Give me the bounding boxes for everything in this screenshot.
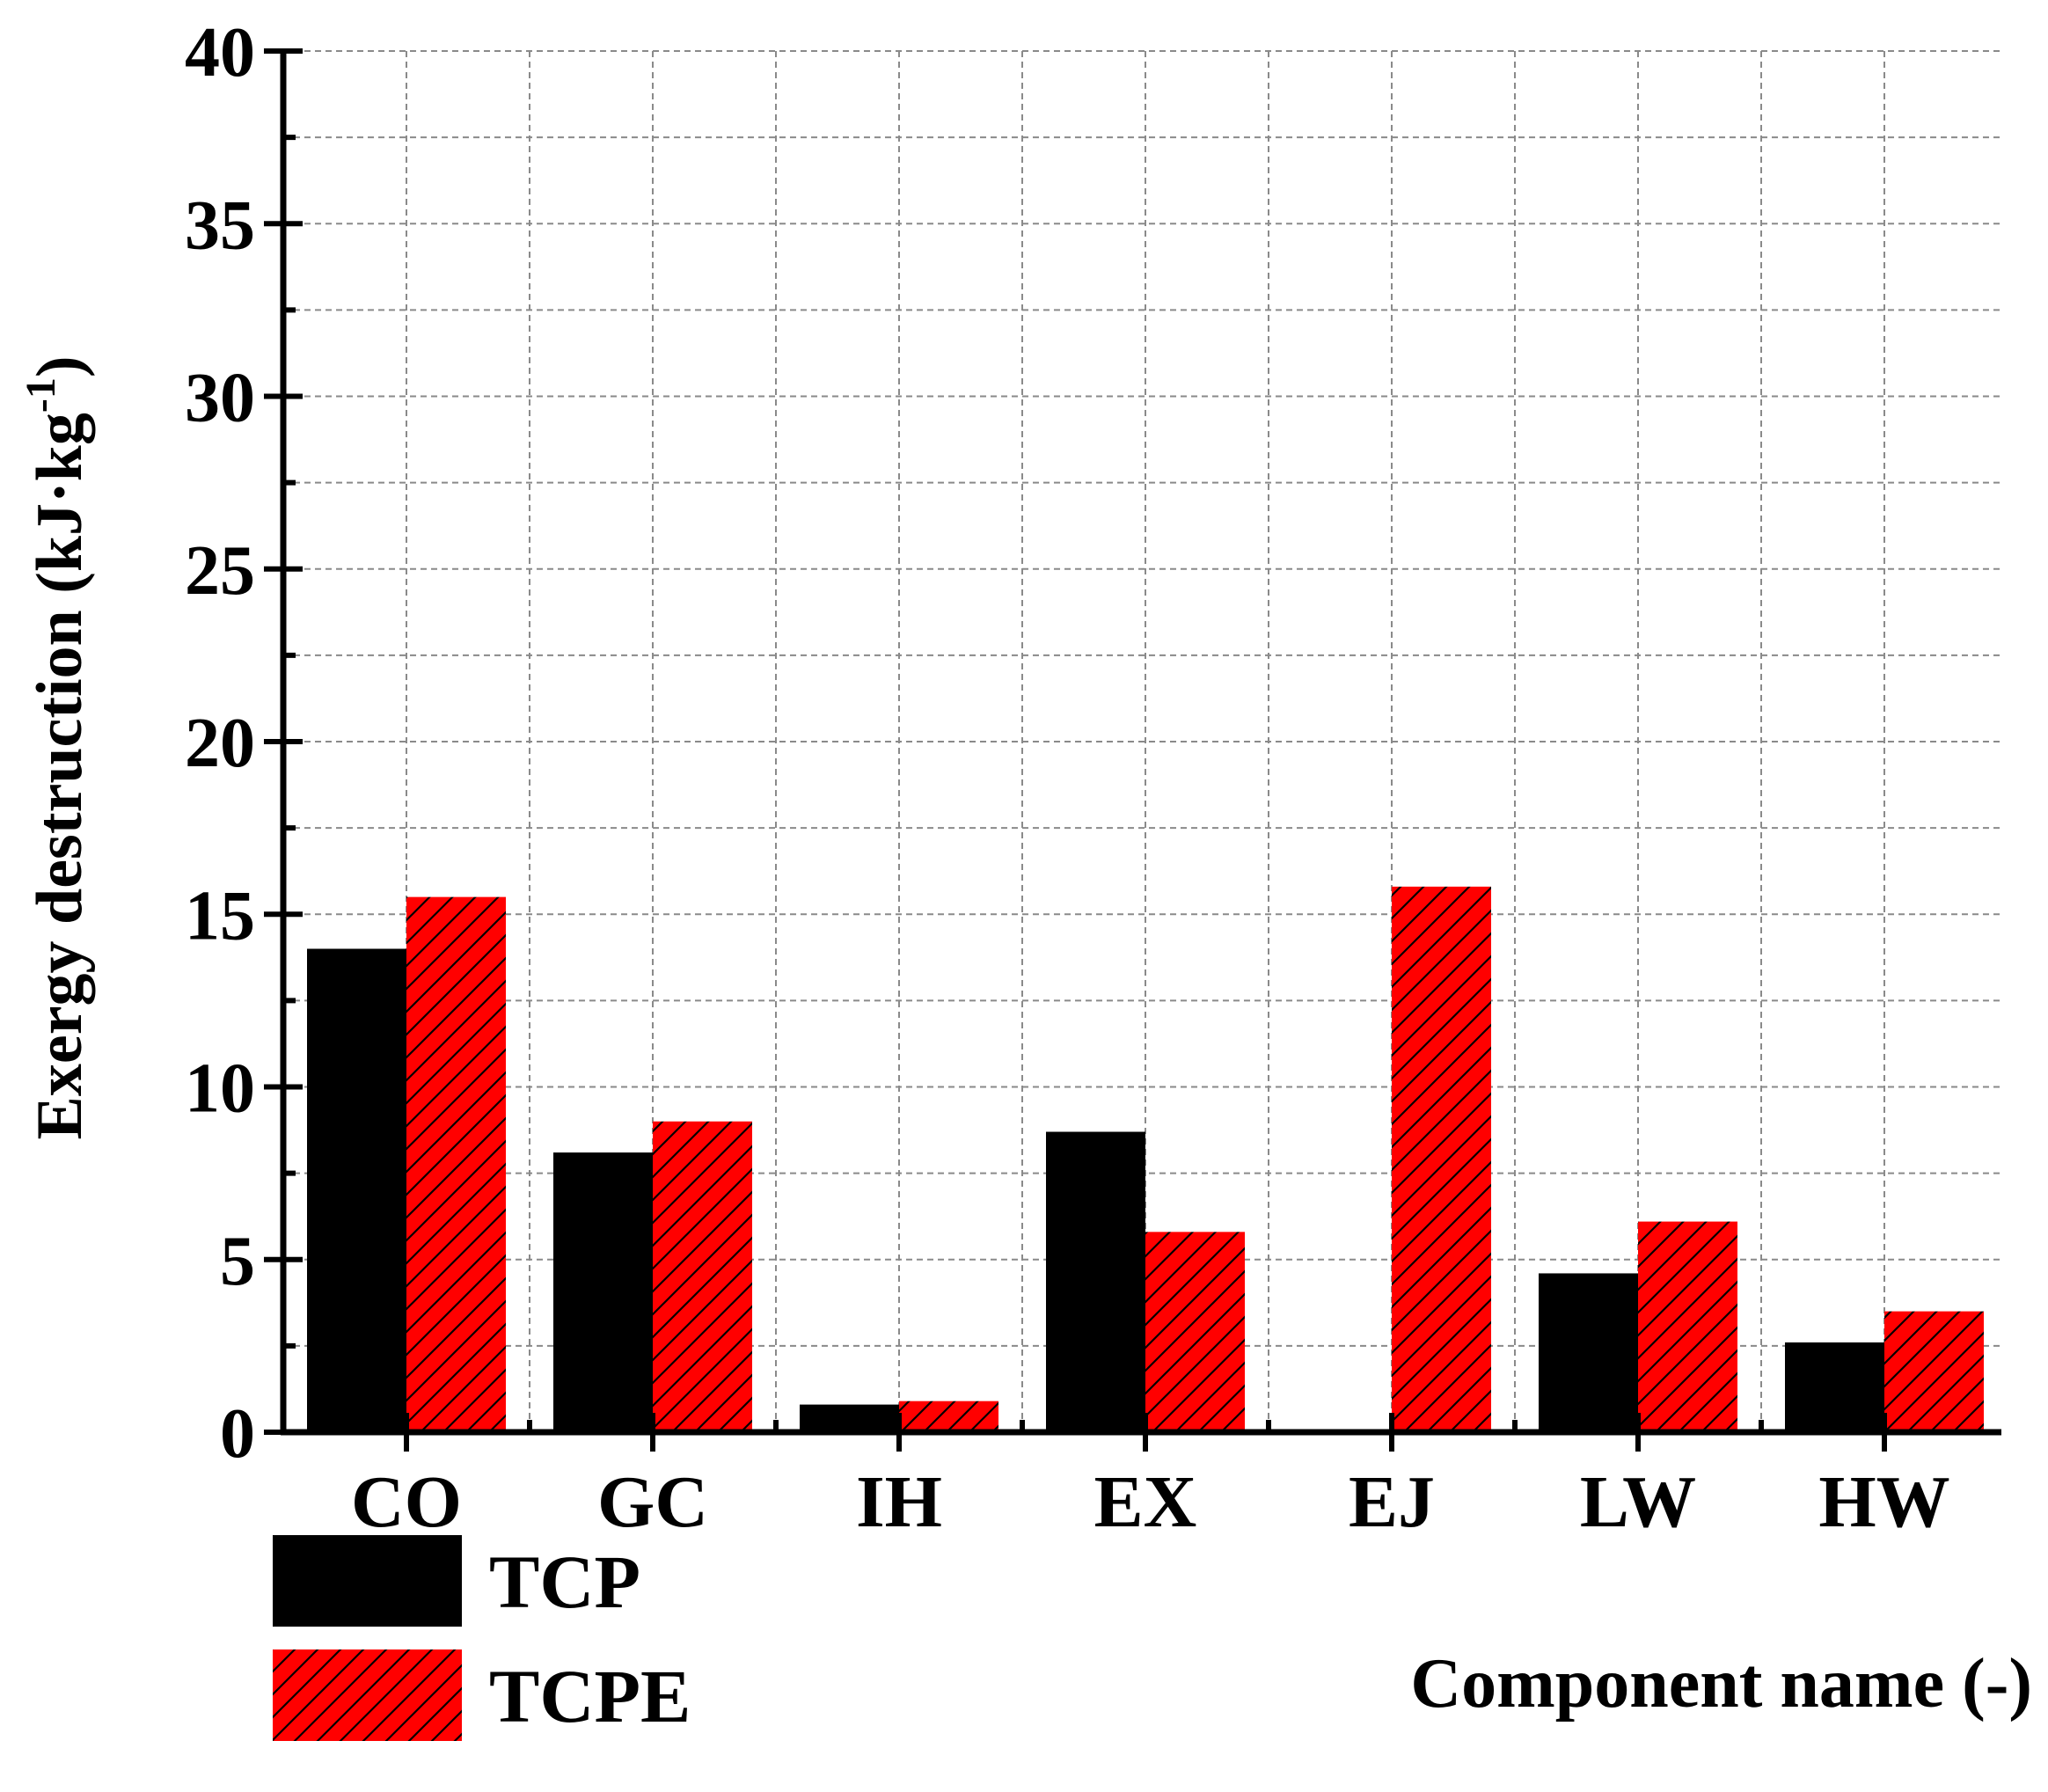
legend-swatch-tcp (273, 1535, 462, 1627)
y-tick-label: 40 (185, 14, 255, 91)
bar-tcp-hw (1785, 1342, 1884, 1432)
bar-tcpe-lw (1638, 1221, 1737, 1432)
bar-tcp-lw (1539, 1273, 1638, 1432)
x-tick-label-ex: EX (1094, 1461, 1197, 1543)
y-tick-label: 30 (185, 360, 255, 437)
x-tick-labels: CO GC IH EX EJ LW HW (351, 1461, 1950, 1543)
bar-tcpe-hw (1884, 1311, 1984, 1432)
legend-swatch-tcpe (273, 1649, 462, 1741)
x-tick-label-lw: LW (1580, 1461, 1696, 1543)
y-tick-label: 25 (185, 532, 255, 610)
bar-tcp-gc (553, 1152, 653, 1432)
x-tick-label-gc: GC (597, 1461, 708, 1543)
bar-tcpe-gc (653, 1121, 752, 1432)
bar-tcp-co (307, 948, 406, 1432)
x-tick-label-hw: HW (1818, 1461, 1949, 1543)
y-axis-label-main: Exergy destruction (kJ·kg (24, 413, 96, 1139)
bar-tcpe-ej (1392, 886, 1491, 1432)
x-tick-label-ih: IH (856, 1461, 942, 1543)
bars-group (307, 886, 1984, 1432)
y-tick-label: 10 (185, 1050, 255, 1128)
legend-label-tcpe: TCPE (489, 1654, 691, 1738)
bar-tcpe-co (406, 896, 506, 1432)
y-axis-label: Exergy destruction (kJ·kg-1) (18, 356, 96, 1140)
y-tick-labels: 0 5 10 15 20 25 30 35 40 (185, 14, 255, 1473)
bar-tcpe-ex (1145, 1232, 1245, 1432)
x-tick-label-co: CO (351, 1461, 462, 1543)
legend-label-tcp: TCP (489, 1540, 640, 1624)
bar-tcp-ih (800, 1404, 899, 1432)
bar-tcpe-ih (899, 1401, 998, 1432)
y-tick-label: 35 (185, 187, 255, 264)
bar-tcp-ex (1046, 1131, 1145, 1432)
y-axis-label-end: ) (24, 356, 96, 378)
y-tick-label: 15 (185, 877, 255, 955)
y-tick-label: 5 (220, 1223, 255, 1300)
legend: TCP TCPE (273, 1535, 691, 1741)
axes (264, 48, 2001, 1452)
y-axis-label-superscript: -1 (18, 377, 64, 413)
y-tick-label: 0 (220, 1395, 255, 1473)
x-axis-label: Component name (-) (1410, 1645, 2032, 1723)
x-tick-label-ej: EJ (1349, 1461, 1435, 1543)
y-tick-label: 20 (185, 705, 255, 782)
